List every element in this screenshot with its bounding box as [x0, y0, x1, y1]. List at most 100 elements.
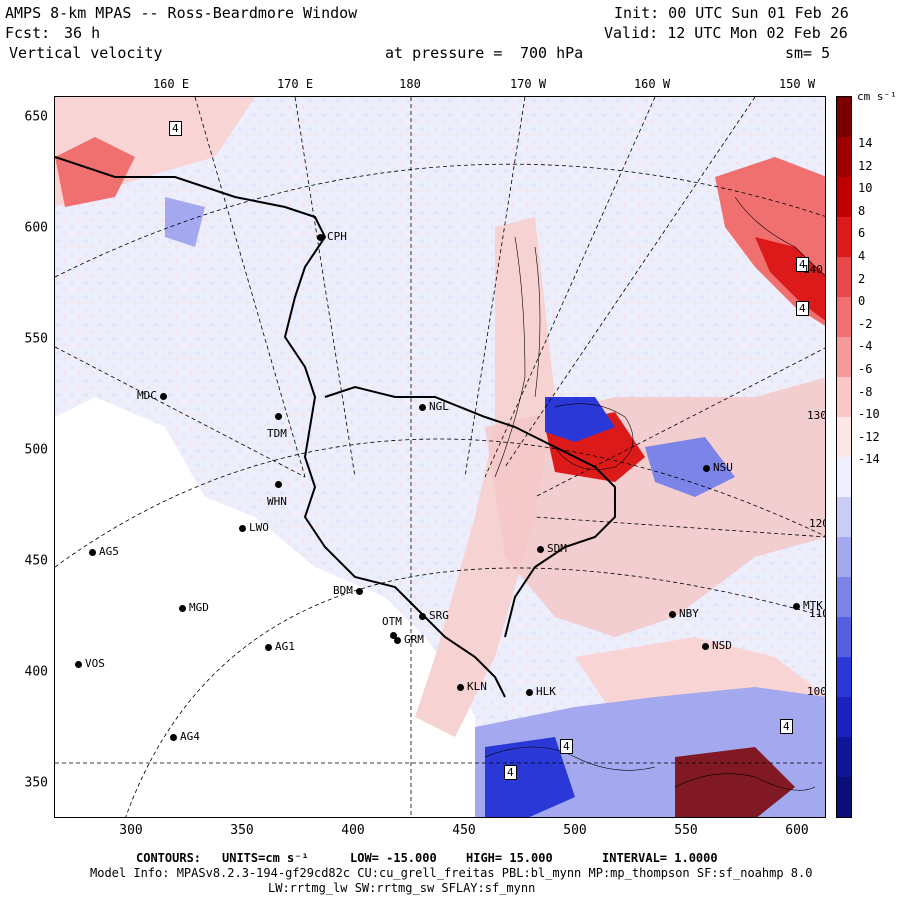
station-dot [275, 481, 282, 488]
station-label: KLN [467, 680, 487, 693]
station-vos[interactable]: VOS [75, 657, 105, 670]
y-tick-label: 600 [24, 220, 48, 236]
colorbar-tick-label: 10 [858, 181, 873, 196]
top-lon-label: 170 E [276, 77, 314, 91]
colorbar [836, 96, 852, 818]
station-tdm[interactable]: TDM [267, 413, 287, 440]
lon-label: 120 W [809, 517, 825, 530]
station-label: MDC [137, 389, 157, 402]
station-nby[interactable]: NBY [669, 607, 699, 620]
station-dot [179, 604, 186, 612]
station-dot [394, 636, 401, 644]
contours [484, 196, 825, 791]
station-ag4[interactable]: AG4 [170, 730, 200, 743]
station-nsu[interactable]: NSU [703, 461, 733, 474]
station-dot [457, 683, 464, 691]
station-label: OTM [382, 615, 402, 628]
colorbar-swatch [837, 337, 851, 377]
x-tick-label: 300 [119, 823, 143, 838]
station-label: WHN [267, 495, 287, 508]
field-name: Vertical velocity [9, 44, 163, 62]
station-label: BDM [333, 584, 353, 597]
station-label: SRG [429, 609, 449, 622]
station-nsd[interactable]: NSD [702, 639, 732, 652]
footer-units: UNITS=cm s⁻¹ [222, 851, 309, 865]
station-ag5[interactable]: AG5 [89, 545, 119, 558]
station-label: NGL [429, 400, 449, 413]
station-cph[interactable]: CPH [317, 230, 347, 243]
station-hlk[interactable]: HLK [526, 685, 556, 698]
station-label: MTK [803, 599, 823, 612]
station-label: VOS [85, 657, 105, 670]
station-label: NSD [712, 639, 732, 652]
station-mgd[interactable]: MGD [179, 601, 209, 614]
station-label: LWO [249, 521, 269, 534]
station-whn[interactable]: WHN [267, 481, 287, 508]
colorbar-swatch [837, 177, 851, 217]
footer-high: HIGH= 15.000 [466, 851, 553, 865]
station-ngl[interactable]: NGL [419, 400, 449, 413]
top-lon-label: 160 E [152, 77, 190, 91]
map-title: AMPS 8-km MPAS -- Ross-Beardmore Window [5, 4, 358, 22]
colorbar-swatch [837, 297, 851, 337]
station-label: MGD [189, 601, 209, 614]
top-lon-label: 180 [399, 77, 421, 91]
station-kln[interactable]: KLN [457, 680, 487, 693]
x-tick-label: 500 [563, 823, 587, 838]
footer-physics: LW:rrtmg_lw SW:rrtmg_sw SFLAY:sf_mynn [268, 881, 536, 895]
lon-label: 140 W [803, 263, 825, 276]
station-label: NSU [713, 461, 733, 474]
colorbar-swatch [837, 537, 851, 577]
colorbar-tick-label: -2 [858, 316, 873, 331]
colorbar-swatch [837, 617, 851, 657]
station-sdm[interactable]: SDM [537, 542, 567, 555]
station-dot [239, 524, 246, 532]
station-dot [526, 688, 533, 696]
contour-marker: 4 [796, 301, 809, 316]
y-tick-label: 550 [24, 331, 48, 347]
y-tick-label: 650 [24, 109, 48, 125]
footer-contours-label: CONTOURS: [136, 851, 202, 865]
y-tick-label: 350 [24, 775, 48, 791]
footer-low: LOW= -15.000 [350, 851, 437, 865]
lon-label: 100 W [807, 685, 826, 698]
station-ag1[interactable]: AG1 [265, 640, 295, 653]
top-lon-label: 170 W [509, 77, 547, 91]
blue-patch-west [165, 197, 205, 247]
station-label: CPH [327, 230, 347, 243]
station-grm[interactable]: GRM [394, 633, 424, 646]
x-tick-label: 550 [674, 823, 698, 838]
top-lon-label: 150 W [778, 77, 816, 91]
contour-marker: 4 [560, 739, 573, 754]
graticule [55, 97, 825, 817]
colorbar-swatch [837, 417, 851, 457]
colorbar-tick-label: 8 [858, 203, 866, 218]
station-label: AG1 [275, 640, 295, 653]
station-dot [75, 660, 82, 668]
x-tick-label: 400 [341, 823, 365, 838]
station-lwo[interactable]: LWO [239, 521, 269, 534]
station-label: AG4 [180, 730, 200, 743]
station-srg[interactable]: SRG [419, 609, 449, 622]
station-mtk[interactable]: MTK [793, 599, 823, 612]
contour-marker: 4 [504, 765, 517, 780]
station-dot [170, 733, 177, 741]
station-mdc[interactable]: MDC [137, 389, 167, 402]
colorbar-tick-label: 2 [858, 271, 866, 286]
colorbar-swatch [837, 737, 851, 777]
station-dot [669, 610, 676, 618]
blue-core-south [485, 737, 575, 817]
colorbar-tick-label: -12 [858, 429, 880, 444]
colorbar-tick-label: -10 [858, 407, 880, 422]
station-otm[interactable]: OTM [382, 615, 402, 641]
colorbar-tick-label: 14 [858, 136, 873, 150]
colorbar-tick-label: 4 [858, 249, 866, 263]
station-bdm[interactable]: BDM [333, 584, 363, 597]
x-tick-label: 600 [785, 823, 809, 838]
footer-model-info: Model Info: MPASv8.2.3-194-gf29cd82c CU:… [90, 866, 813, 880]
station-dot [159, 392, 167, 400]
y-tick-label: 450 [24, 553, 48, 569]
colorbar-swatch [837, 97, 851, 137]
fcst-label: Fcst: [5, 24, 51, 42]
colorbar-swatch [837, 377, 851, 417]
